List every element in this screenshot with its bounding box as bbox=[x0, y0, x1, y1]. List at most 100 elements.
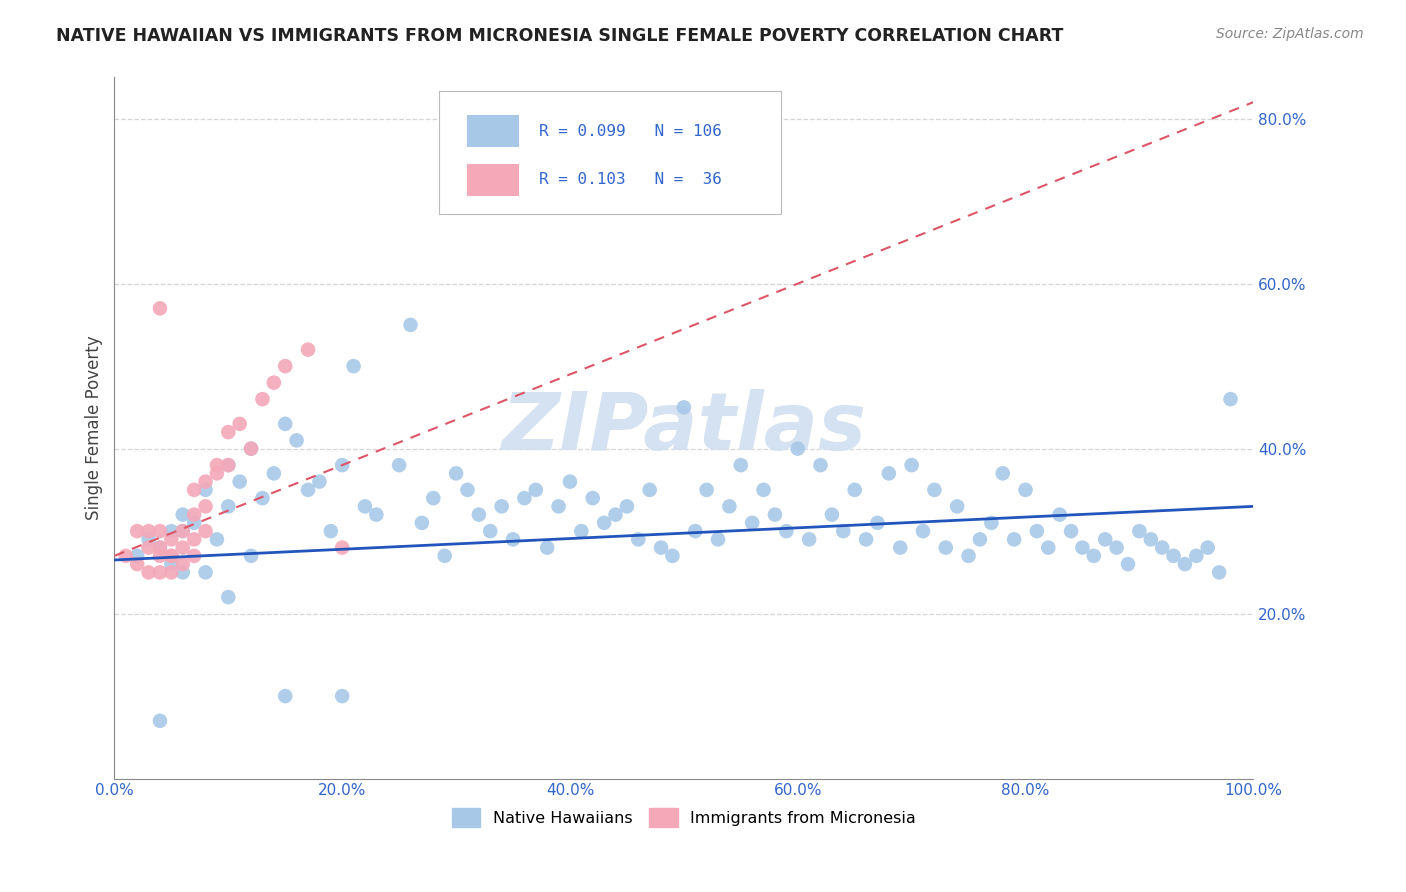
Point bbox=[388, 458, 411, 472]
Point bbox=[1197, 541, 1219, 555]
Text: NATIVE HAWAIIAN VS IMMIGRANTS FROM MICRONESIA SINGLE FEMALE POVERTY CORRELATION : NATIVE HAWAIIAN VS IMMIGRANTS FROM MICRO… bbox=[56, 27, 1063, 45]
Point bbox=[1152, 541, 1174, 555]
Point bbox=[297, 483, 319, 497]
Point bbox=[1174, 557, 1197, 571]
Point bbox=[582, 491, 605, 505]
Point bbox=[1139, 533, 1161, 547]
Point bbox=[444, 467, 467, 481]
Point bbox=[1071, 541, 1094, 555]
Point bbox=[627, 533, 650, 547]
Bar bbox=[467, 164, 519, 195]
Point bbox=[228, 475, 250, 489]
Point bbox=[969, 533, 991, 547]
Point bbox=[696, 483, 718, 497]
Point bbox=[683, 524, 706, 538]
Point bbox=[855, 533, 877, 547]
Point bbox=[797, 533, 820, 547]
Point bbox=[172, 508, 194, 522]
Point bbox=[730, 458, 752, 472]
Point bbox=[330, 458, 353, 472]
Point bbox=[1116, 557, 1139, 571]
Point bbox=[160, 566, 183, 580]
Point bbox=[1060, 524, 1083, 538]
Legend: Native Hawaiians, Immigrants from Micronesia: Native Hawaiians, Immigrants from Micron… bbox=[446, 801, 922, 834]
Point bbox=[274, 417, 297, 431]
Point bbox=[252, 491, 274, 505]
Point bbox=[297, 343, 319, 357]
Point bbox=[741, 516, 763, 530]
Point bbox=[138, 541, 160, 555]
Point bbox=[786, 442, 808, 456]
Point bbox=[172, 524, 194, 538]
Point bbox=[138, 533, 160, 547]
Point bbox=[547, 500, 569, 514]
Point bbox=[513, 491, 536, 505]
Point bbox=[1014, 483, 1036, 497]
Point bbox=[1049, 508, 1071, 522]
Text: Source: ZipAtlas.com: Source: ZipAtlas.com bbox=[1216, 27, 1364, 41]
Point bbox=[194, 500, 217, 514]
Point bbox=[183, 483, 205, 497]
Point bbox=[127, 524, 149, 538]
Bar bbox=[467, 115, 519, 147]
Point bbox=[422, 491, 444, 505]
Point bbox=[924, 483, 946, 497]
Point bbox=[240, 442, 263, 456]
Point bbox=[149, 566, 172, 580]
Point bbox=[354, 500, 377, 514]
Point bbox=[274, 359, 297, 373]
Point bbox=[718, 500, 741, 514]
Point bbox=[228, 417, 250, 431]
Point bbox=[149, 524, 172, 538]
Point bbox=[536, 541, 558, 555]
Point bbox=[935, 541, 957, 555]
Point bbox=[491, 500, 513, 514]
Point bbox=[205, 458, 228, 472]
Point bbox=[217, 590, 239, 604]
Point bbox=[114, 549, 136, 563]
Point bbox=[183, 516, 205, 530]
Point bbox=[650, 541, 672, 555]
Point bbox=[308, 475, 330, 489]
Point bbox=[411, 516, 433, 530]
Point bbox=[502, 533, 524, 547]
Y-axis label: Single Female Poverty: Single Female Poverty bbox=[86, 335, 103, 520]
Point bbox=[1094, 533, 1116, 547]
Point bbox=[1038, 541, 1060, 555]
Point bbox=[980, 516, 1002, 530]
Point bbox=[263, 376, 285, 390]
Point bbox=[172, 557, 194, 571]
Point bbox=[1025, 524, 1047, 538]
Point bbox=[524, 483, 547, 497]
Point bbox=[160, 524, 183, 538]
Point bbox=[900, 458, 922, 472]
Point bbox=[1185, 549, 1208, 563]
Point bbox=[183, 549, 205, 563]
Point bbox=[866, 516, 889, 530]
Point bbox=[217, 500, 239, 514]
Point bbox=[433, 549, 456, 563]
Point bbox=[877, 467, 900, 481]
Point bbox=[810, 458, 832, 472]
Point bbox=[1083, 549, 1105, 563]
Point bbox=[821, 508, 844, 522]
Point bbox=[1002, 533, 1025, 547]
Point bbox=[479, 524, 502, 538]
Point bbox=[330, 689, 353, 703]
Point bbox=[127, 557, 149, 571]
Point bbox=[160, 557, 183, 571]
Point bbox=[240, 442, 263, 456]
Point bbox=[172, 566, 194, 580]
Point bbox=[957, 549, 980, 563]
Point bbox=[240, 549, 263, 563]
Point bbox=[160, 549, 183, 563]
Point bbox=[183, 508, 205, 522]
Point bbox=[399, 318, 422, 332]
Text: ZIPatlas: ZIPatlas bbox=[502, 389, 866, 467]
Point bbox=[911, 524, 934, 538]
Point bbox=[149, 301, 172, 316]
Point bbox=[1128, 524, 1150, 538]
Point bbox=[160, 533, 183, 547]
Point bbox=[558, 475, 581, 489]
Point bbox=[217, 425, 239, 439]
